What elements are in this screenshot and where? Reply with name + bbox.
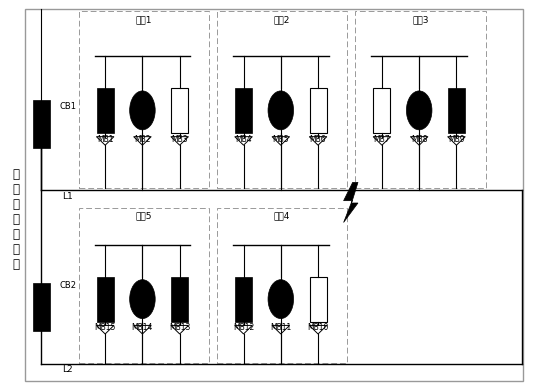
Text: 开关5: 开关5: [135, 212, 152, 221]
Text: MB9: MB9: [448, 135, 465, 144]
Text: MB10: MB10: [308, 323, 328, 332]
Bar: [373, 88, 391, 133]
Polygon shape: [373, 137, 391, 145]
Text: MB14: MB14: [132, 323, 153, 332]
Ellipse shape: [129, 279, 155, 319]
Text: 开关2: 开关2: [274, 15, 291, 24]
Text: L1: L1: [63, 192, 73, 201]
Polygon shape: [171, 137, 188, 145]
Text: CB2: CB2: [60, 281, 77, 290]
Polygon shape: [171, 325, 188, 334]
Text: L2: L2: [63, 365, 73, 374]
Bar: [448, 88, 465, 133]
Polygon shape: [96, 137, 114, 145]
Text: MB6: MB6: [310, 135, 326, 144]
Bar: [97, 277, 114, 321]
Text: MB7: MB7: [373, 135, 390, 144]
Bar: [235, 88, 252, 133]
Bar: [355, 11, 486, 188]
Ellipse shape: [268, 91, 294, 130]
Bar: [79, 208, 209, 363]
Polygon shape: [134, 137, 151, 145]
Bar: [217, 11, 347, 188]
Bar: [310, 88, 326, 133]
Text: MB4: MB4: [235, 135, 252, 144]
Text: MB15: MB15: [95, 323, 116, 332]
Text: 变
电
站
低
压
母
线: 变 电 站 低 压 母 线: [13, 168, 20, 271]
Text: MB1: MB1: [97, 135, 113, 144]
Text: MB3: MB3: [171, 135, 188, 144]
Polygon shape: [272, 137, 289, 145]
Ellipse shape: [407, 91, 432, 130]
Polygon shape: [309, 137, 327, 145]
Bar: [97, 88, 114, 133]
Bar: [310, 277, 326, 321]
Text: CB1: CB1: [60, 102, 77, 111]
Bar: [33, 100, 50, 148]
Bar: [33, 283, 50, 331]
Polygon shape: [309, 325, 327, 334]
Bar: [235, 277, 252, 321]
Ellipse shape: [268, 279, 294, 319]
Text: 开关3: 开关3: [412, 15, 429, 24]
Text: MB11: MB11: [270, 323, 292, 332]
Polygon shape: [235, 137, 253, 145]
Bar: [79, 11, 209, 188]
Bar: [217, 208, 347, 363]
Polygon shape: [134, 325, 151, 334]
Polygon shape: [448, 137, 465, 145]
Text: 开关4: 开关4: [274, 212, 291, 221]
Polygon shape: [410, 137, 428, 145]
Text: MB2: MB2: [134, 135, 151, 144]
Text: MB12: MB12: [233, 323, 254, 332]
Ellipse shape: [129, 91, 155, 130]
Bar: [171, 277, 188, 321]
Polygon shape: [343, 182, 358, 223]
Polygon shape: [272, 325, 289, 334]
Text: 开关1: 开关1: [135, 15, 152, 24]
Text: MB8: MB8: [411, 135, 427, 144]
Polygon shape: [96, 325, 114, 334]
Text: MB5: MB5: [272, 135, 289, 144]
Polygon shape: [235, 325, 253, 334]
Text: MB13: MB13: [169, 323, 190, 332]
Bar: [171, 88, 188, 133]
